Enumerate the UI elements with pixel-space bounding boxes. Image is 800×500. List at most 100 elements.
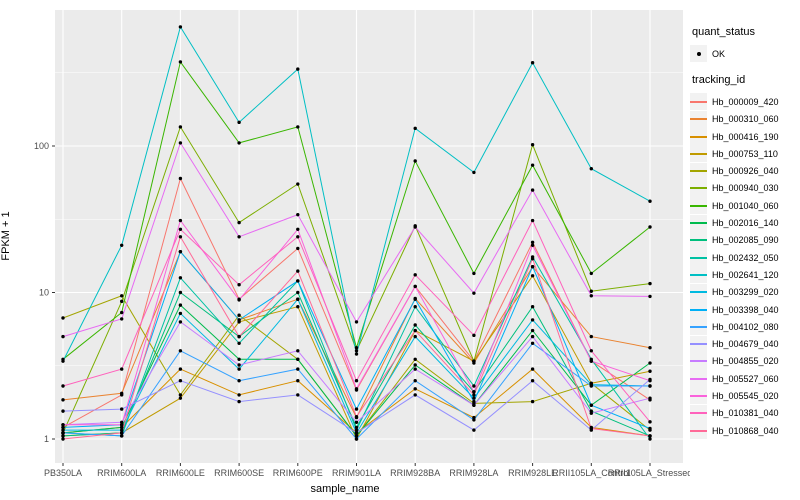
data-point — [237, 220, 241, 225]
data-point — [120, 420, 124, 425]
data-point — [530, 61, 535, 65]
legend-label: Hb_002641_120 — [712, 269, 779, 280]
line-swatch — [690, 204, 707, 207]
data-point — [413, 273, 417, 277]
y-tick-label: 100 — [34, 141, 49, 151]
legend-entry: Hb_005545_020 — [690, 387, 800, 405]
data-point — [296, 212, 300, 217]
data-point — [178, 290, 183, 295]
data-point — [530, 218, 535, 223]
legend-label: Hb_000416_190 — [712, 131, 779, 142]
line-key-icon — [690, 214, 707, 232]
data-point — [530, 243, 535, 247]
data-point — [296, 367, 300, 371]
data-point — [237, 283, 241, 287]
legend-entry: Hb_005527_060 — [690, 370, 800, 388]
legend: quant_status OK tracking_id Hb_000009_42… — [690, 26, 800, 440]
data-point — [120, 425, 124, 430]
data-point — [120, 407, 124, 411]
legend-entry: Hb_000416_190 — [690, 128, 800, 146]
data-point — [120, 431, 124, 435]
legend-label: Hb_000926_040 — [712, 166, 779, 177]
line-swatch — [690, 239, 707, 242]
legend-entry: Hb_000926_040 — [690, 162, 800, 180]
data-point — [120, 317, 124, 321]
line-swatch — [690, 343, 707, 346]
line-swatch — [690, 118, 707, 121]
x-tick-label: RRIM600LE — [156, 468, 205, 478]
legend-entry: Hb_004102_080 — [690, 318, 800, 336]
line-key-icon — [690, 387, 707, 405]
data-point — [589, 384, 593, 388]
legend-entry: OK — [690, 45, 800, 63]
data-point — [296, 290, 300, 295]
data-point — [530, 328, 535, 333]
data-point — [472, 390, 476, 394]
data-point — [120, 294, 124, 298]
chart-canvas: PB350LA RRIM600LA RRIM600LE RRIM600SE RRIM60… — [34, 10, 690, 478]
line-key-icon — [690, 231, 707, 249]
legend-entry: Hb_003299_020 — [690, 283, 800, 301]
x-tick-label: RRII105LA_Stressed — [608, 468, 690, 478]
data-point — [61, 434, 65, 438]
data-point — [296, 125, 300, 129]
data-point — [61, 316, 65, 320]
data-point — [120, 423, 124, 427]
data-point — [648, 199, 652, 203]
line-key-icon — [690, 266, 707, 284]
data-point — [589, 403, 593, 407]
line-swatch — [690, 377, 707, 380]
x-tick-label: RRIM928BA — [390, 468, 440, 478]
data-point — [589, 289, 593, 293]
data-point — [648, 361, 652, 365]
legend-label: Hb_010868_040 — [712, 425, 779, 436]
data-point — [237, 367, 241, 371]
data-point — [413, 363, 417, 367]
data-point — [413, 297, 417, 301]
line-key-icon — [690, 283, 707, 301]
data-point — [120, 428, 124, 432]
data-point — [61, 431, 65, 435]
data-point — [237, 141, 241, 145]
data-point — [472, 393, 476, 397]
data-point — [354, 345, 359, 350]
data-point — [61, 425, 65, 430]
legend-label: Hb_002432_050 — [712, 252, 779, 263]
data-point — [178, 141, 183, 145]
x-tick-label: RRIM600LA — [97, 468, 146, 478]
data-point — [472, 291, 476, 295]
data-point — [354, 407, 359, 411]
data-point — [354, 352, 359, 356]
data-point — [472, 333, 476, 338]
data-point — [178, 367, 183, 371]
line-swatch — [690, 100, 707, 103]
line-key-icon — [690, 404, 707, 422]
data-point — [178, 393, 183, 397]
data-point — [413, 387, 417, 391]
data-point — [354, 437, 359, 441]
legend-entry: Hb_004679_040 — [690, 335, 800, 353]
data-point — [237, 235, 241, 239]
legend-entry: Hb_000940_030 — [690, 179, 800, 197]
data-point — [237, 318, 241, 322]
line-swatch — [690, 308, 707, 311]
data-point — [61, 398, 65, 402]
line-key-icon — [690, 318, 707, 336]
data-point — [296, 304, 300, 309]
data-point — [530, 341, 535, 346]
data-point — [354, 431, 359, 435]
data-point — [530, 188, 535, 192]
legend-label: Hb_005527_060 — [712, 373, 779, 384]
data-point — [472, 384, 476, 388]
data-point — [589, 349, 593, 353]
data-point — [237, 341, 241, 346]
legend-entry: Hb_002085_090 — [690, 231, 800, 249]
line-swatch — [690, 291, 707, 294]
data-point — [178, 276, 183, 280]
x-tick-label: RRII105LA_Control — [552, 468, 630, 478]
data-point — [296, 379, 300, 383]
data-point — [178, 218, 183, 223]
data-point — [589, 359, 593, 363]
line-swatch — [690, 360, 707, 363]
